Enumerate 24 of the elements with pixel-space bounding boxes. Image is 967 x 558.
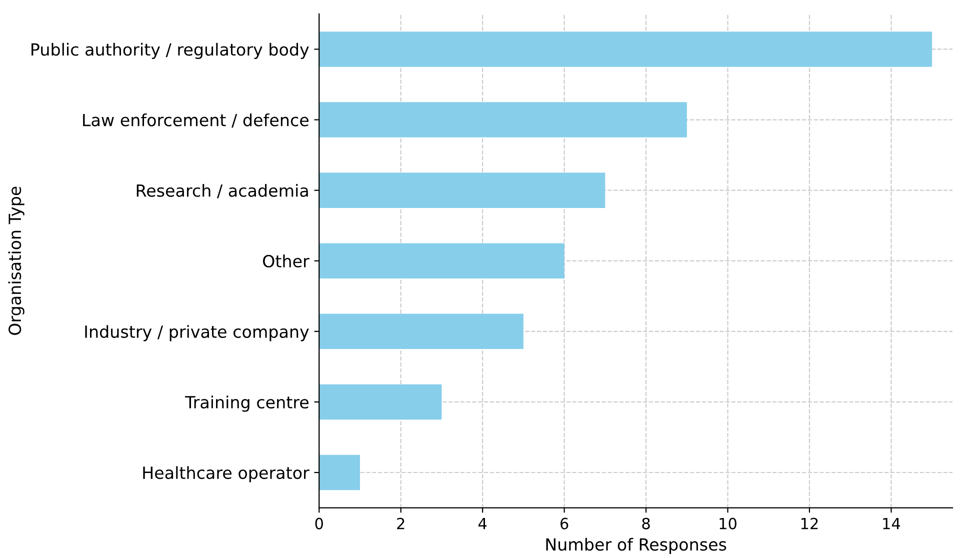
x-tick-label: 12 bbox=[801, 518, 818, 530]
y-tick-label: Training centre bbox=[185, 396, 309, 412]
y-tick-label: Public authority / regulatory body bbox=[32, 42, 309, 60]
bar bbox=[319, 243, 564, 278]
y-tick-label: Research / academia bbox=[136, 184, 308, 198]
bar bbox=[319, 454, 360, 490]
x-axis-title: Number of Responses bbox=[546, 538, 726, 554]
x-tick-label: 6 bbox=[560, 518, 568, 530]
bar bbox=[319, 384, 442, 420]
y-tick-label: Industry / private company bbox=[85, 325, 309, 342]
x-tick-label: 4 bbox=[478, 518, 487, 530]
y-tick-label: Other bbox=[263, 254, 310, 268]
bar bbox=[319, 172, 606, 208]
x-tick-label: 0 bbox=[315, 518, 323, 530]
x-tick-label: 10 bbox=[720, 518, 736, 530]
bar bbox=[319, 32, 932, 67]
y-tick-label: Law enforcement / defence bbox=[83, 113, 308, 128]
bar bbox=[319, 102, 687, 138]
bar bbox=[319, 314, 524, 350]
x-tick-label: 14 bbox=[883, 518, 900, 530]
x-tick-label: 2 bbox=[397, 518, 404, 530]
x-tick-label: 8 bbox=[642, 518, 650, 530]
y-axis-title: Organisation Type bbox=[8, 186, 24, 335]
y-tick-label: Healthcare operator bbox=[143, 466, 310, 482]
